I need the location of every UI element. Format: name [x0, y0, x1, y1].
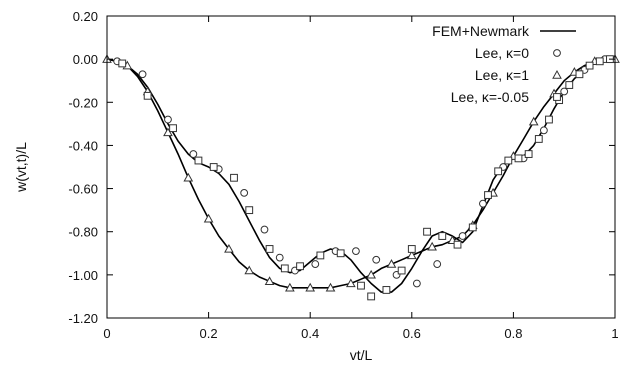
- y-axis-label: w(vt,t)/L: [13, 142, 29, 193]
- point-lee-k1: [203, 213, 214, 223]
- point-lee-k-neg005: [296, 262, 304, 271]
- point-lee-k-neg005: [382, 286, 391, 294]
- y-tick-label: -0.60: [68, 182, 98, 197]
- point-lee-k0: [458, 232, 467, 240]
- point-lee-k-neg005: [169, 124, 177, 133]
- point-lee-k-neg005: [595, 57, 604, 66]
- point-lee-k1: [366, 269, 377, 279]
- point-lee-k0: [311, 260, 320, 268]
- y-tick-label: -1.20: [68, 311, 98, 326]
- point-lee-k-neg005: [484, 191, 492, 199]
- point-lee-k1: [528, 116, 539, 126]
- point-lee-k0: [240, 188, 249, 197]
- point-lee-k-neg005: [407, 245, 416, 253]
- fem-newmark-curve-2: [106, 58, 615, 289]
- legend-marker-lee-k0: [553, 49, 561, 57]
- point-lee-k1: [224, 243, 234, 253]
- x-tick-label: 0: [103, 326, 110, 341]
- point-lee-k-neg005: [468, 223, 477, 232]
- point-lee-k1: [264, 276, 275, 286]
- plot-frame: [106, 15, 616, 319]
- point-lee-k-neg005: [514, 154, 523, 163]
- point-lee-k0: [189, 150, 198, 158]
- point-lee-k0: [539, 126, 548, 135]
- point-lee-k1: [427, 241, 437, 251]
- point-lee-k1: [406, 250, 417, 260]
- point-lee-k0: [560, 87, 569, 96]
- point-lee-k-neg005: [545, 115, 553, 124]
- legend-label-lee-k0: Lee, κ=0: [475, 45, 529, 61]
- point-lee-k1: [386, 259, 397, 268]
- axis-ticks: 0.20 0.00 -0.20 -0.40 -0.60 -0.80 -1.00 -1.20 0 0…: [68, 9, 618, 341]
- point-lee-k0: [352, 247, 360, 256]
- x-tick-label: 0.4: [301, 326, 319, 341]
- legend-label-lee-k1: Lee, κ=1: [475, 67, 529, 83]
- legend-label-lee-k-neg005: Lee, κ=-0.05: [451, 89, 529, 105]
- point-lee-k1: [325, 282, 336, 292]
- point-lee-k-neg005: [397, 266, 406, 275]
- legend-label-fem-newmark: FEM+Newmark: [432, 23, 530, 39]
- point-lee-k-neg005: [423, 227, 431, 236]
- point-lee-k-neg005: [575, 70, 584, 79]
- point-lee-k-neg005: [504, 156, 513, 165]
- point-lee-k0: [260, 225, 269, 234]
- point-lee-k1: [183, 172, 194, 182]
- point-lee-k-neg005: [245, 206, 254, 215]
- point-lee-k-neg005: [265, 245, 274, 253]
- point-lee-k-neg005: [357, 281, 365, 290]
- x-axis-label: vt/L: [350, 347, 373, 363]
- plot-content: [102, 54, 620, 301]
- point-lee-k0: [138, 70, 147, 79]
- point-lee-k-neg005: [336, 249, 345, 258]
- point-lee-k-neg005: [438, 232, 447, 240]
- point-lee-k-neg005: [316, 251, 325, 260]
- point-lee-k0: [479, 199, 487, 208]
- point-lee-k0: [412, 279, 421, 288]
- y-tick-label: -0.20: [68, 95, 98, 110]
- point-lee-k0: [164, 115, 172, 124]
- x-tick-label: 0.2: [200, 326, 218, 341]
- point-lee-k0: [372, 255, 381, 264]
- point-lee-k-neg005: [453, 240, 462, 249]
- y-tick-label: 0.00: [73, 52, 98, 67]
- point-lee-k-neg005: [534, 135, 543, 143]
- point-lee-k1: [345, 278, 356, 288]
- x-tick-label: 0.8: [504, 326, 522, 341]
- legend: FEM+Newmark Lee, κ=0 Lee, κ=1 Lee, κ=-0.…: [432, 23, 576, 105]
- point-lee-k-neg005: [280, 264, 289, 273]
- point-lee-k0: [433, 260, 442, 268]
- point-lee-k-neg005: [367, 292, 376, 301]
- y-tick-label: -1.00: [68, 268, 98, 283]
- y-tick-label: -0.40: [68, 138, 98, 153]
- point-lee-k-neg005: [565, 81, 574, 89]
- x-tick-label: 1: [611, 326, 618, 341]
- point-lee-k1: [244, 265, 255, 275]
- point-lee-k1: [163, 127, 173, 137]
- legend-marker-lee-k-neg005: [553, 93, 561, 101]
- point-lee-k-neg005: [118, 59, 127, 68]
- point-lee-k-neg005: [143, 91, 152, 100]
- y-tick-label: -0.80: [68, 225, 98, 240]
- legend-marker-lee-k1: [552, 69, 562, 79]
- point-lee-k-neg005: [230, 173, 238, 182]
- point-lee-k1: [305, 282, 316, 292]
- x-tick-label: 0.6: [403, 326, 421, 341]
- point-lee-k-neg005: [494, 167, 503, 176]
- point-lee-k-neg005: [524, 150, 533, 158]
- point-lee-k1: [285, 282, 295, 292]
- point-lee-k-neg005: [209, 163, 218, 171]
- point-lee-k-neg005: [194, 156, 203, 165]
- point-lee-k-neg005: [585, 61, 594, 70]
- point-lee-k0: [275, 253, 284, 262]
- y-tick-label: 0.20: [73, 9, 98, 24]
